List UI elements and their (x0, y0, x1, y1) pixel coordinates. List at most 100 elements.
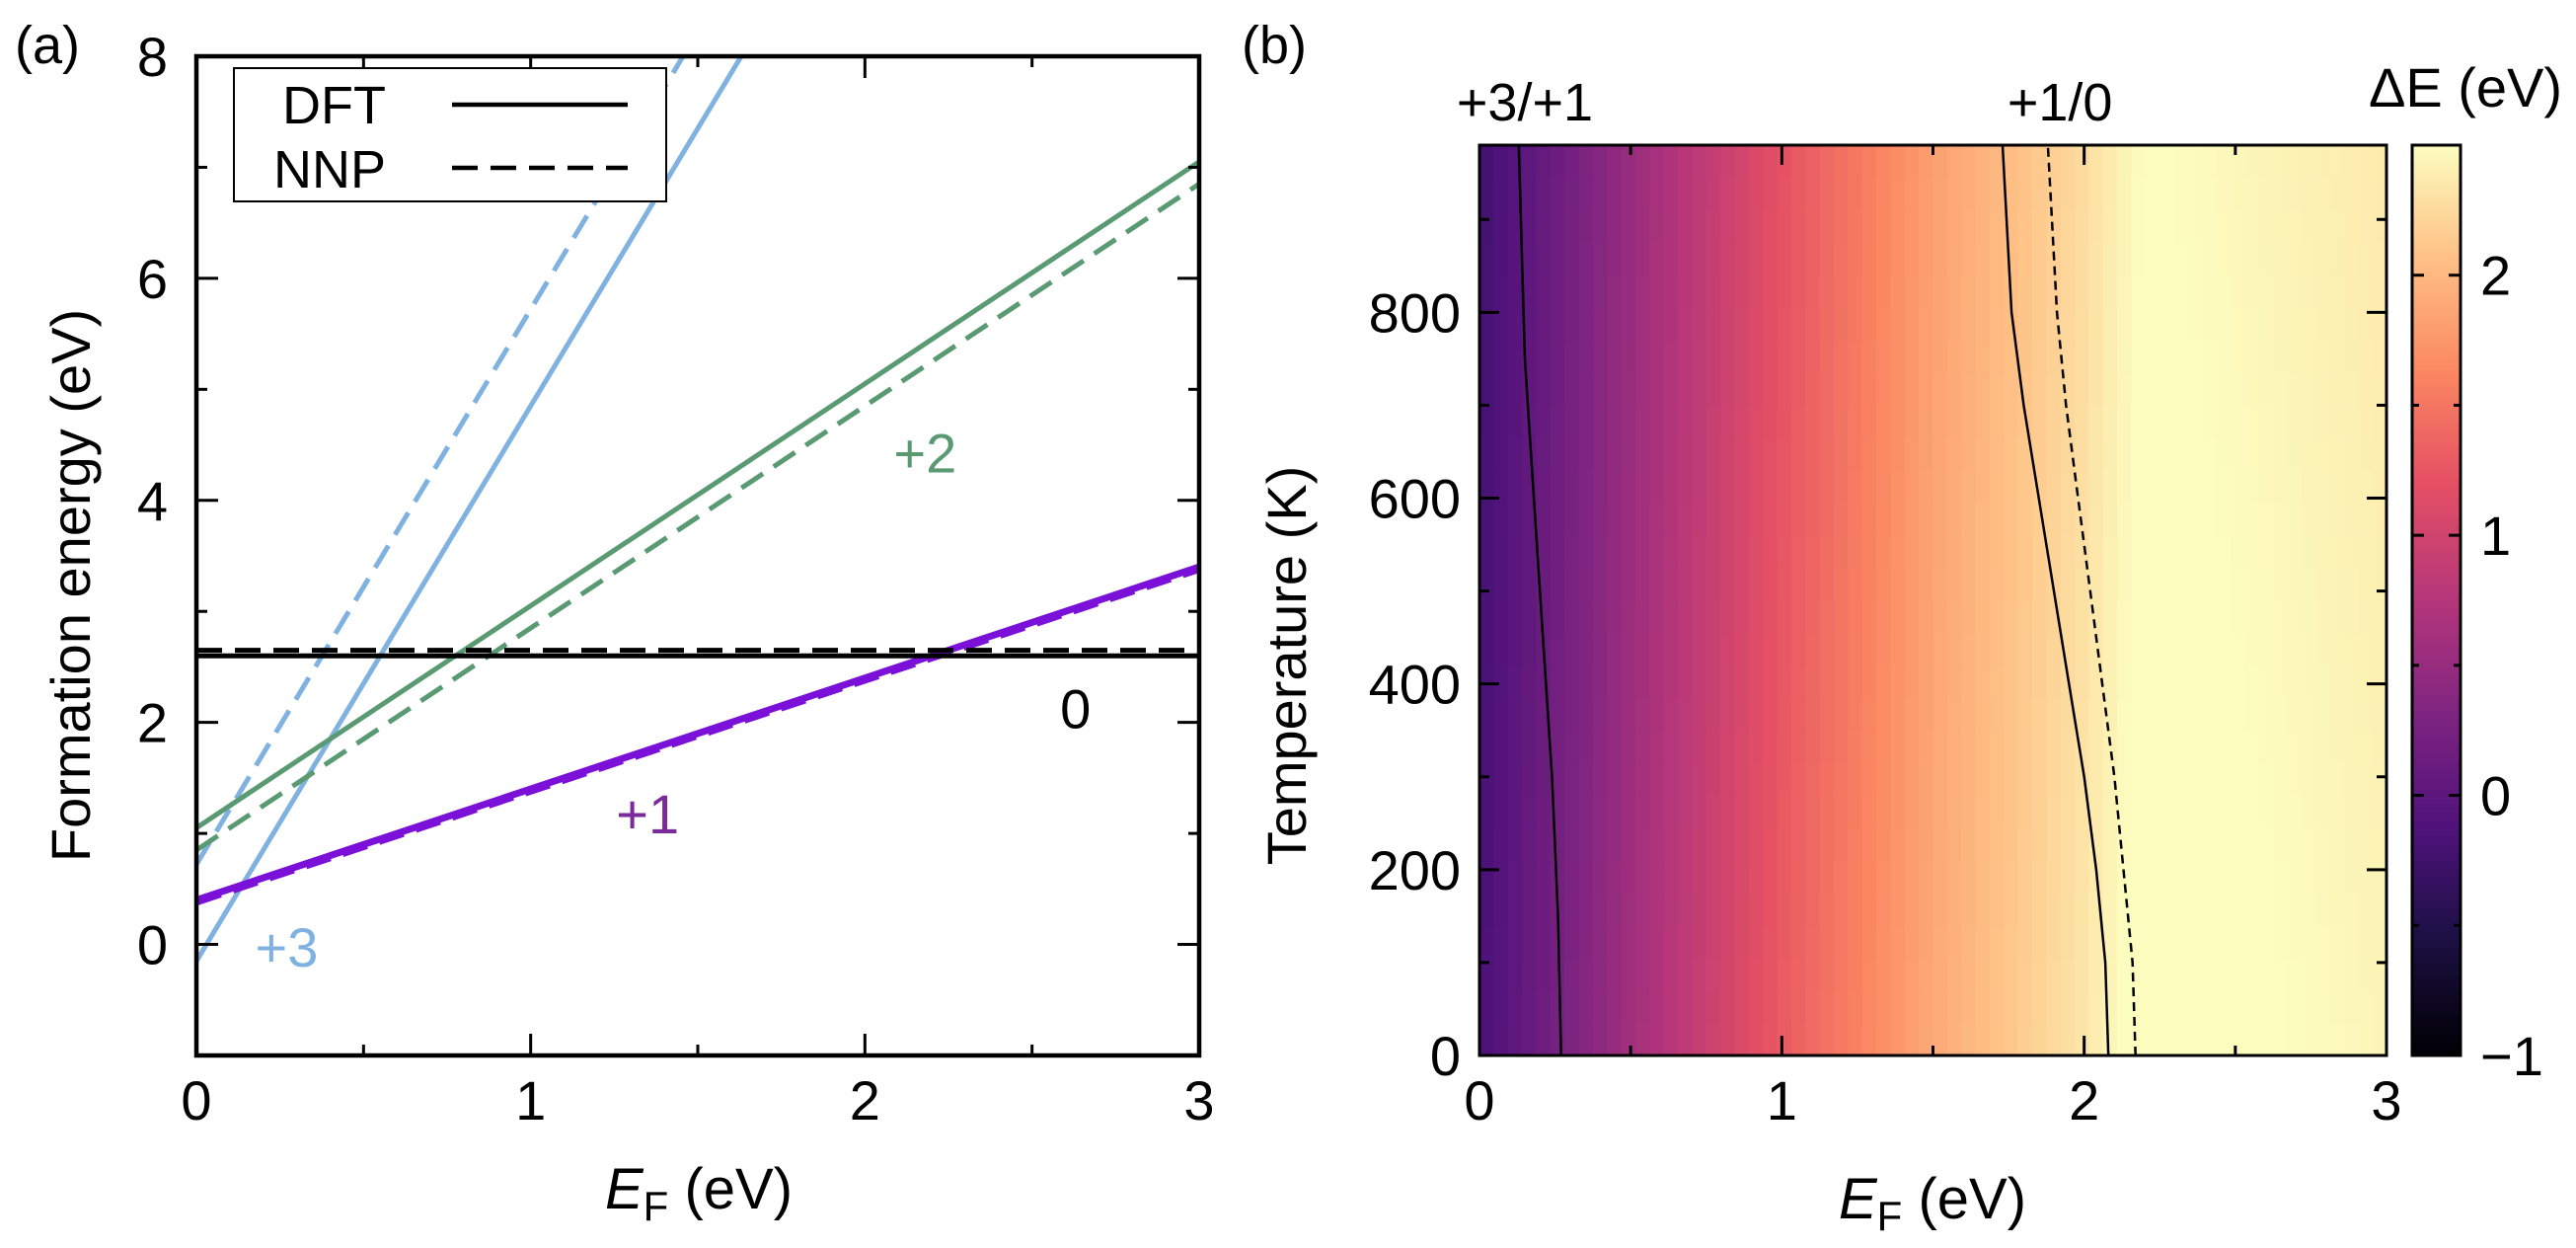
heatmap-cell (1890, 307, 1906, 342)
heatmap-cell (2032, 762, 2047, 797)
heatmap-cell (1678, 209, 1693, 244)
heatmap-cell (2088, 177, 2104, 211)
heatmap-cell (2258, 860, 2274, 894)
heatmap-cell (1734, 372, 1750, 407)
heatmap-cell (2287, 860, 2303, 894)
heatmap-cell (2216, 177, 2232, 211)
heatmap-cell (1790, 307, 1806, 342)
heatmap-cell (1790, 730, 1806, 764)
heatmap-cell (2315, 503, 2331, 536)
heatmap-cell (1819, 730, 1835, 764)
heatmap-cell (1621, 860, 1636, 894)
heatmap-cell (2358, 697, 2374, 732)
heatmap-cell (2060, 177, 2076, 211)
heatmap-cell (1692, 958, 1707, 991)
heatmap-cell (1720, 437, 1736, 471)
heatmap-cell (2329, 503, 2345, 536)
heatmap-cell (1861, 568, 1877, 601)
heatmap-cell (1975, 470, 1991, 504)
heatmap-cell (1734, 730, 1750, 764)
heatmap-cell (1989, 405, 2005, 438)
heatmap-cell (1961, 177, 1977, 211)
heatmap-cell (1634, 503, 1650, 536)
heatmap-cell (2088, 209, 2104, 244)
heatmap-cell (1734, 470, 1750, 504)
heatmap-cell (2046, 372, 2062, 407)
heatmap-cell (1692, 568, 1707, 601)
heatmap-cell (1734, 340, 1750, 374)
heatmap-cell (2273, 437, 2289, 471)
heatmap-cell (1621, 568, 1636, 601)
heatmap-cell (2159, 470, 2175, 504)
heatmap-cell (1734, 795, 1750, 829)
heatmap-cell (1663, 470, 1679, 504)
heatmap-cell (2343, 145, 2359, 179)
heatmap-cell (1493, 827, 1509, 862)
heatmap-cell (1663, 990, 1679, 1024)
heatmap-cell (2004, 762, 2019, 797)
heatmap-cell (1493, 274, 1509, 309)
heatmap-cell (1493, 437, 1509, 471)
heatmap-cell (1578, 795, 1594, 829)
heatmap-cell (1989, 242, 2005, 276)
heatmap-cell (2187, 405, 2203, 438)
heatmap-cell (1946, 470, 1962, 504)
heatmap-cell (1649, 307, 1665, 342)
panel-b-xlabel-subscript: F (1877, 1193, 1903, 1239)
heatmap-cell (1678, 697, 1693, 732)
heatmap-cell (1805, 340, 1821, 374)
heatmap-cell (2287, 632, 2303, 666)
heatmap-cell (2117, 958, 2133, 991)
heatmap-cell (2216, 730, 2232, 764)
heatmap-cell (2343, 762, 2359, 797)
heatmap-cell (2046, 503, 2062, 536)
heatmap-cell (1919, 340, 1934, 374)
heatmap-cell (1536, 437, 1552, 471)
heatmap-cell (1876, 730, 1892, 764)
heatmap-cell (1932, 860, 1948, 894)
heatmap-cell (2315, 340, 2331, 374)
heatmap-cell (2159, 535, 2175, 569)
heatmap-cell (1876, 632, 1892, 666)
heatmap-cell (1890, 860, 1906, 894)
heatmap-cell (1734, 503, 1750, 536)
heatmap-cell (1861, 503, 1877, 536)
heatmap-cell (1805, 274, 1821, 309)
heatmap-cell (2187, 470, 2203, 504)
heatmap-cell (2202, 242, 2218, 276)
heatmap-cell (1833, 795, 1849, 829)
heatmap-cell (1763, 664, 1779, 699)
heatmap-cell (1479, 209, 1494, 244)
heatmap-cell (1720, 958, 1736, 991)
heatmap-cell (2329, 925, 2345, 959)
heatmap-cell (1919, 990, 1934, 1024)
heatmap-cell (1634, 535, 1650, 569)
heatmap-cell (1663, 925, 1679, 959)
heatmap-cell (1705, 697, 1721, 732)
panel-a-xlabel-subscript: F (644, 1183, 669, 1229)
heatmap-cell (1692, 762, 1707, 797)
heatmap-cell (2287, 990, 2303, 1024)
heatmap-cell (1946, 958, 1962, 991)
heatmap-cell (1904, 177, 1920, 211)
heatmap-cell (1592, 242, 1608, 276)
heatmap-cell (1777, 437, 1792, 471)
heatmap-cell (1848, 145, 1863, 179)
heatmap-cell (2187, 340, 2203, 374)
heatmap-cell (2216, 535, 2232, 569)
heatmap-cell (1649, 274, 1665, 309)
heatmap-cell (2117, 795, 2133, 829)
heatmap-cell (1592, 209, 1608, 244)
heatmap-cell (1621, 730, 1636, 764)
heatmap-cell (1876, 340, 1892, 374)
heatmap-cell (2202, 145, 2218, 179)
heatmap-cell (2004, 568, 2019, 601)
heatmap-cell (1777, 242, 1792, 276)
heatmap-cell (2273, 503, 2289, 536)
heatmap-cell (2231, 274, 2246, 309)
heatmap-cell (1790, 762, 1806, 797)
heatmap-cell (1946, 730, 1962, 764)
heatmap-cell (2102, 503, 2118, 536)
heatmap-cell (1479, 600, 1494, 634)
